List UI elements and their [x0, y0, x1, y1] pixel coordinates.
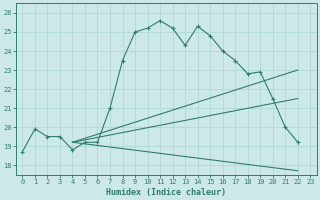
X-axis label: Humidex (Indice chaleur): Humidex (Indice chaleur)	[106, 188, 226, 197]
